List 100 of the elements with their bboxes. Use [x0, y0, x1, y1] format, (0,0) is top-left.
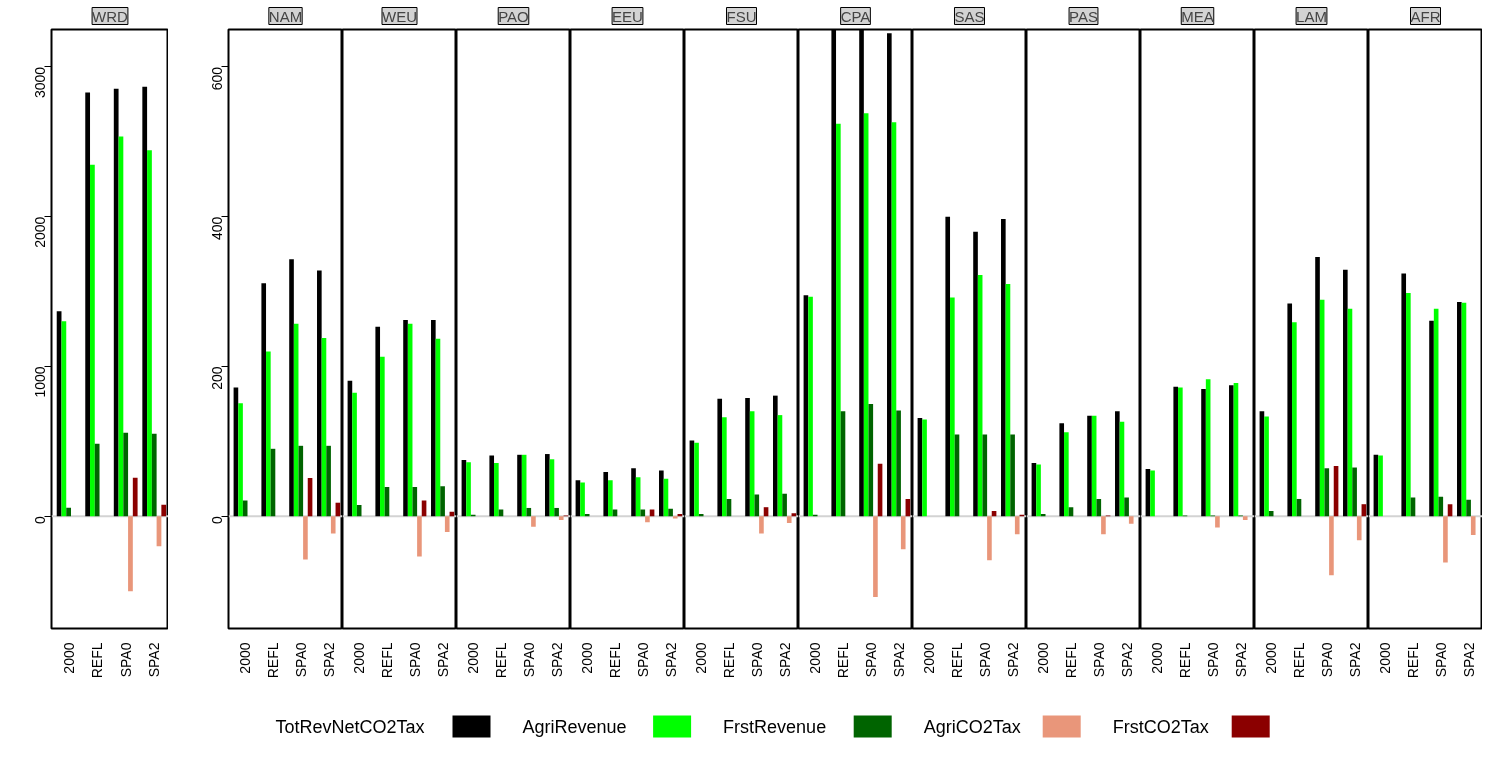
- bar: [545, 454, 550, 517]
- x-tick-label: SPA0: [1318, 642, 1335, 678]
- x-tick-label: REFL: [264, 642, 281, 679]
- bar: [444, 516, 450, 532]
- bar: [1229, 385, 1234, 517]
- bar: [1324, 468, 1330, 517]
- legend-label: TotRevNetCO2Tax: [275, 716, 425, 737]
- bar: [489, 455, 495, 517]
- bar: [403, 320, 408, 517]
- legend-label: AgriRevenue: [522, 716, 627, 737]
- legend-label: AgriCO2Tax: [923, 716, 1021, 737]
- y-tick-label: 0: [31, 515, 48, 524]
- bar: [782, 493, 787, 517]
- bar: [431, 320, 436, 517]
- bar: [1173, 386, 1179, 517]
- bar: [494, 463, 499, 517]
- bar: [1150, 470, 1155, 517]
- x-tick-label: REFL: [1290, 642, 1307, 679]
- bar: [1242, 516, 1248, 520]
- bar: [982, 434, 988, 517]
- y-tick-label: 2000: [31, 216, 48, 248]
- x-tick-label: REFL: [720, 642, 737, 679]
- x-tick-label: 2000: [579, 642, 596, 674]
- bar: [1178, 387, 1183, 517]
- bar: [745, 397, 750, 517]
- bar: [987, 516, 992, 561]
- bar: [887, 33, 892, 517]
- bar: [1268, 510, 1274, 517]
- bar: [412, 486, 418, 517]
- bar: [786, 516, 792, 523]
- bar: [1064, 432, 1069, 517]
- bar: [554, 507, 559, 517]
- bar: [694, 442, 699, 517]
- x-tick-label: 2000: [1377, 642, 1394, 674]
- x-tick-label: SPA0: [406, 642, 423, 678]
- x-tick-label: SPA2: [1118, 642, 1135, 678]
- x-tick-label: REFL: [948, 642, 965, 679]
- bar: [1124, 497, 1129, 517]
- x-tick-label: 2000: [1149, 642, 1166, 674]
- x-tick-label: SPA2: [1232, 642, 1249, 678]
- bar: [1001, 218, 1006, 517]
- bar: [356, 504, 362, 517]
- y-tick-label: 600: [208, 66, 225, 91]
- x-tick-label: SPA2: [434, 642, 451, 678]
- bar: [1315, 257, 1320, 517]
- bar: [1215, 516, 1220, 528]
- bar: [1087, 415, 1092, 517]
- bar: [873, 516, 878, 598]
- bar: [950, 297, 955, 517]
- x-tick-label: 2000: [807, 642, 824, 674]
- bar: [1352, 467, 1357, 517]
- chart-title: LAM: [1296, 7, 1327, 25]
- x-tick-label: SPA2: [548, 642, 565, 678]
- bar: [531, 516, 536, 527]
- bar: [631, 468, 636, 517]
- x-tick-label: SPA0: [862, 642, 879, 678]
- x-tick-label: SPA0: [976, 642, 993, 678]
- bar: [1429, 320, 1434, 517]
- bar: [1443, 516, 1448, 563]
- bar: [352, 392, 357, 517]
- bar: [1040, 513, 1046, 517]
- bar: [440, 486, 445, 517]
- x-tick-label: SPA2: [776, 642, 793, 678]
- bar: [603, 472, 609, 517]
- bar: [466, 462, 471, 517]
- y-tick-label: 200: [208, 366, 225, 390]
- x-tick-label: SPA2: [1460, 642, 1477, 678]
- x-tick-label: SPA2: [890, 642, 907, 678]
- x-tick-label: 2000: [465, 642, 482, 674]
- x-tick-label: 2000: [1035, 642, 1052, 674]
- bar: [836, 123, 841, 517]
- x-tick-label: 2000: [237, 642, 254, 674]
- x-tick-label: REFL: [378, 642, 395, 679]
- bar: [580, 482, 585, 517]
- bar: [973, 231, 978, 517]
- bar: [900, 516, 906, 550]
- bar: [1466, 499, 1471, 517]
- bar: [717, 398, 723, 517]
- bar: [945, 216, 951, 517]
- bar: [1014, 516, 1020, 535]
- x-tick-label: SPA2: [662, 642, 679, 678]
- bar: [498, 509, 504, 517]
- x-tick-label: SPA0: [748, 642, 765, 678]
- x-tick-label: 2000: [693, 642, 710, 674]
- x-tick-label: SPA0: [634, 642, 651, 678]
- bar: [1201, 388, 1206, 517]
- y-tick-label: 1000: [31, 366, 48, 398]
- chart-title: PAO: [498, 7, 529, 25]
- x-tick-label: REFL: [492, 642, 509, 679]
- x-tick-label: 2000: [921, 642, 938, 674]
- x-tick-label: SPA0: [1090, 642, 1107, 678]
- bar: [1378, 455, 1383, 517]
- bar: [1264, 416, 1269, 517]
- bar: [672, 516, 678, 519]
- bar: [754, 494, 760, 517]
- x-tick-label: REFL: [89, 642, 106, 679]
- bar: [1036, 464, 1041, 517]
- bar: [517, 454, 522, 517]
- bar: [1287, 303, 1293, 517]
- bar: [1128, 516, 1134, 524]
